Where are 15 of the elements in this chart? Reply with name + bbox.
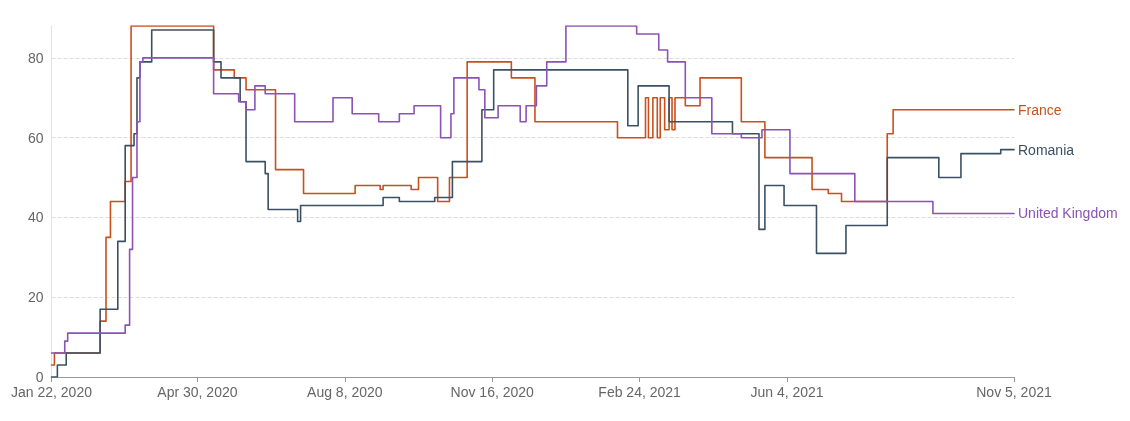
y-tick-label: 0	[35, 369, 44, 385]
x-tick-label: Aug 8, 2020	[307, 384, 383, 400]
y-tick-label: 20	[27, 289, 44, 306]
x-tick-label: Nov 5, 2021	[976, 384, 1052, 400]
y-tick-label: 80	[27, 49, 44, 66]
x-tick-label: Jan 22, 2020	[10, 384, 93, 400]
series-label: Romania	[1018, 141, 1075, 158]
y-tick-label: 40	[27, 209, 44, 226]
series-label: France	[1018, 101, 1062, 118]
x-tick-label: Jun 4, 2021	[750, 384, 824, 400]
x-tick-label: Apr 30, 2020	[157, 384, 238, 400]
series-label: United Kingdom	[1018, 205, 1118, 222]
y-tick-label: 60	[27, 129, 44, 146]
x-tick-label: Nov 16, 2020	[450, 384, 535, 400]
x-tick-label: Feb 24, 2021	[598, 384, 682, 400]
